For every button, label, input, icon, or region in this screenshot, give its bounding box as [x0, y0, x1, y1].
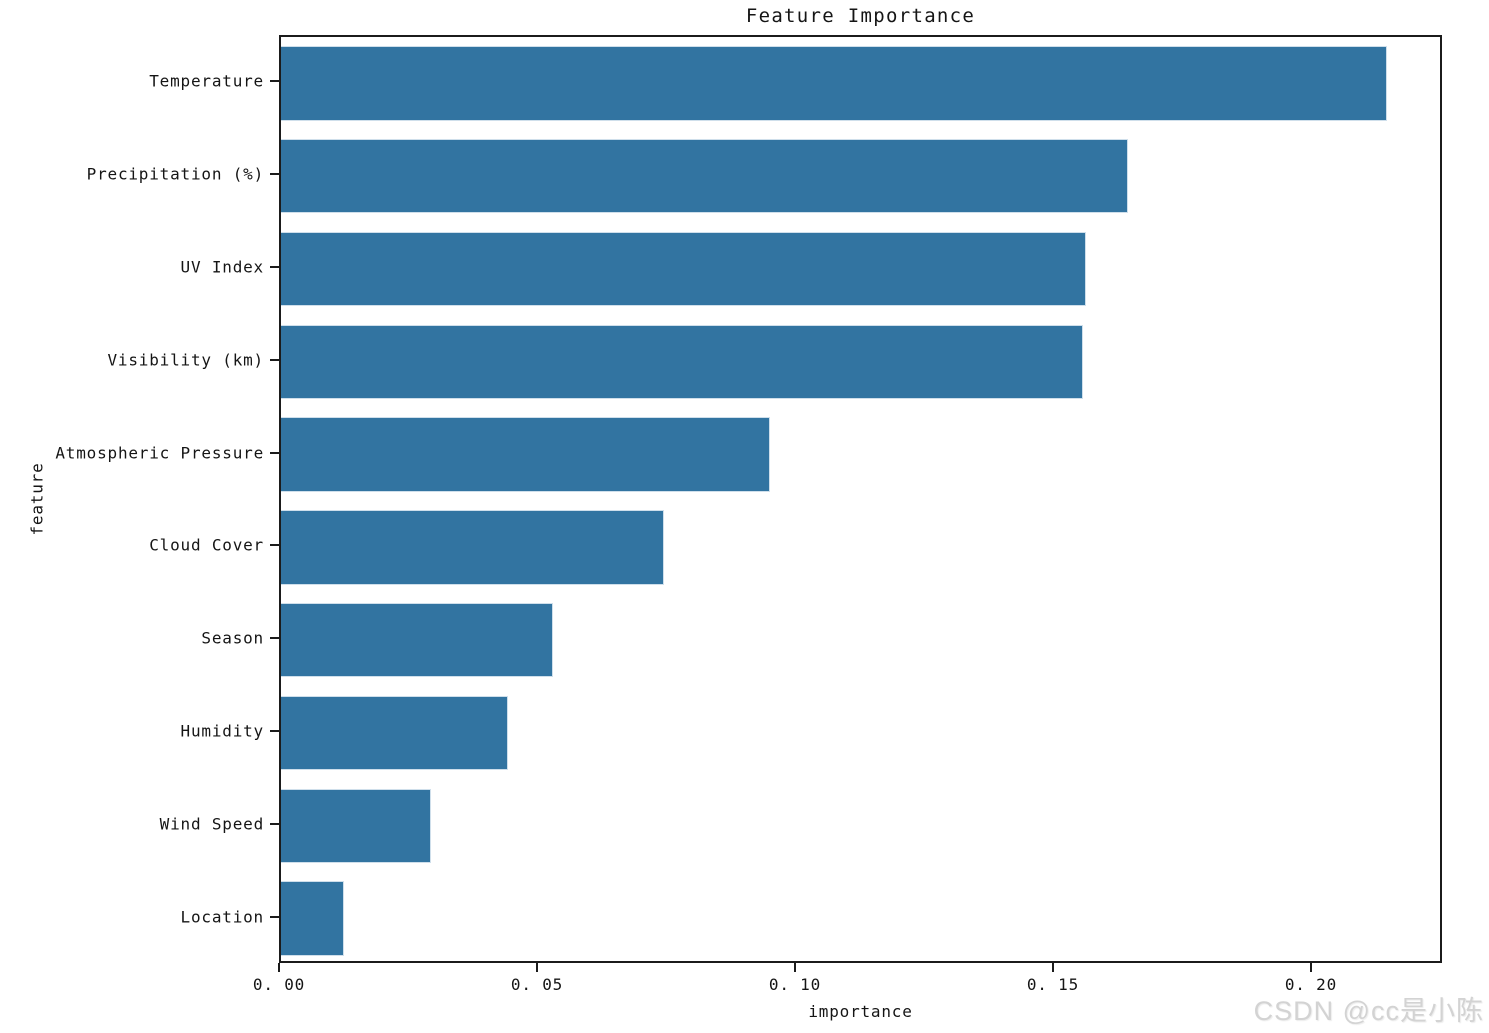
x-tick-label-1: 0. 05	[510, 975, 564, 994]
bar-temperature	[281, 46, 1387, 121]
bar-atmospheric-pressure	[281, 417, 770, 492]
plot-area	[279, 35, 1442, 963]
y-tick-mark-precipitation	[270, 173, 279, 176]
x-tick-label-4: 0. 20	[1284, 975, 1338, 994]
y-tick-mark-temperature	[270, 80, 279, 83]
y-tick-label-cloud-cover: Cloud Cover	[149, 535, 264, 555]
x-tick-mark-3	[1051, 963, 1054, 972]
bar-season	[281, 603, 553, 678]
chart-title: Feature Importance	[745, 5, 976, 27]
bar-precipitation	[281, 139, 1128, 214]
x-tick-mark-2	[793, 963, 796, 972]
y-axis-label: feature	[27, 462, 47, 536]
y-tick-label-location: Location	[180, 907, 264, 927]
x-tick-label-3: 0. 15	[1026, 975, 1080, 994]
y-tick-mark-season	[270, 637, 279, 640]
y-tick-mark-humidity	[270, 730, 279, 732]
y-tick-label-humidity: Humidity	[180, 721, 264, 741]
x-tick-mark-4	[1309, 963, 1312, 972]
bar-wind-speed	[281, 788, 431, 863]
y-tick-label-temperature: Temperature	[149, 71, 264, 91]
y-tick-label-precipitation: Precipitation (%)	[86, 164, 264, 184]
x-tick-mark-1	[535, 963, 538, 972]
watermark: CSDN @cc是小陈	[1253, 996, 1484, 1026]
y-tick-mark-visibility-km	[270, 358, 279, 361]
bar-cloud-cover	[281, 510, 664, 585]
y-tick-mark-uv-index	[270, 266, 279, 268]
bar-location	[281, 881, 344, 956]
x-tick-label-0: 0. 00	[252, 975, 306, 994]
y-tick-mark-location	[270, 915, 279, 918]
bar-visibility-km	[281, 324, 1083, 399]
y-tick-mark-wind-speed	[270, 822, 279, 825]
y-tick-label-visibility-km: Visibility (km)	[107, 350, 264, 370]
x-tick-label-2: 0. 10	[768, 975, 822, 994]
y-tick-label-uv-index: UV Index	[180, 257, 264, 277]
y-tick-label-wind-speed: Wind Speed	[159, 814, 264, 834]
y-tick-label-season: Season	[201, 628, 264, 648]
x-tick-mark-0	[278, 963, 280, 972]
y-tick-label-atmospheric-pressure: Atmospheric Pressure	[55, 443, 264, 463]
y-tick-mark-atmospheric-pressure	[270, 451, 279, 454]
bar-humidity	[281, 695, 508, 771]
y-tick-mark-cloud-cover	[270, 544, 279, 547]
bar-uv-index	[281, 231, 1086, 307]
x-axis-label: importance	[808, 1002, 913, 1021]
